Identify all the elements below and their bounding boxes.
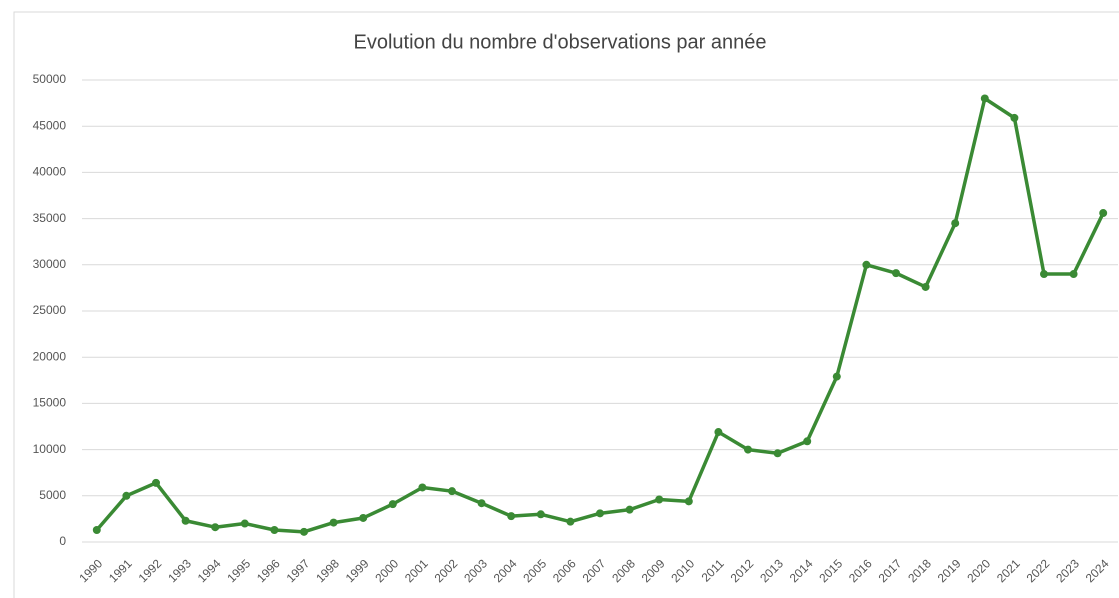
data-point (507, 512, 516, 521)
data-point (655, 495, 664, 504)
data-point (892, 269, 900, 278)
data-point (684, 497, 693, 506)
data-point (980, 94, 989, 103)
data-point (714, 428, 723, 437)
data-point (152, 478, 160, 487)
data-point (862, 260, 871, 269)
y-tick-label: 45000 (33, 118, 67, 132)
y-tick-label: 5000 (39, 488, 66, 502)
data-point (744, 445, 752, 454)
y-tick-label: 40000 (33, 165, 67, 179)
data-point (122, 491, 131, 500)
data-point (477, 499, 486, 508)
data-point (921, 282, 930, 291)
y-tick-label: 15000 (33, 396, 67, 410)
y-tick-label: 30000 (33, 257, 67, 271)
data-point (803, 437, 812, 446)
chart-title: Evolution du nombre d'observations par a… (354, 31, 767, 53)
data-point (448, 487, 456, 496)
data-point (951, 219, 960, 228)
data-point (181, 516, 190, 525)
y-tick-label: 20000 (33, 349, 67, 363)
data-point (388, 500, 397, 509)
data-point (1010, 113, 1019, 122)
data-point (1040, 270, 1048, 279)
data-point (1069, 270, 1078, 279)
y-tick-label: 50000 (33, 72, 67, 86)
data-point (329, 518, 338, 527)
data-point (418, 483, 427, 492)
data-point (359, 513, 368, 522)
y-tick-label: 10000 (33, 442, 67, 456)
data-point (92, 525, 101, 534)
data-point (536, 510, 545, 519)
data-point (566, 517, 575, 526)
data-point (270, 525, 279, 534)
y-tick-label: 0 (59, 534, 66, 548)
chart-border (13, 11, 1119, 598)
data-point (240, 519, 249, 528)
data-point (773, 449, 782, 458)
data-point (596, 509, 604, 518)
data-point (1099, 209, 1108, 218)
data-point (211, 523, 220, 532)
data-point (300, 527, 308, 536)
data-point (832, 372, 841, 381)
data-point (625, 505, 634, 514)
y-tick-label: 25000 (33, 303, 67, 317)
y-tick-label: 35000 (33, 211, 67, 225)
